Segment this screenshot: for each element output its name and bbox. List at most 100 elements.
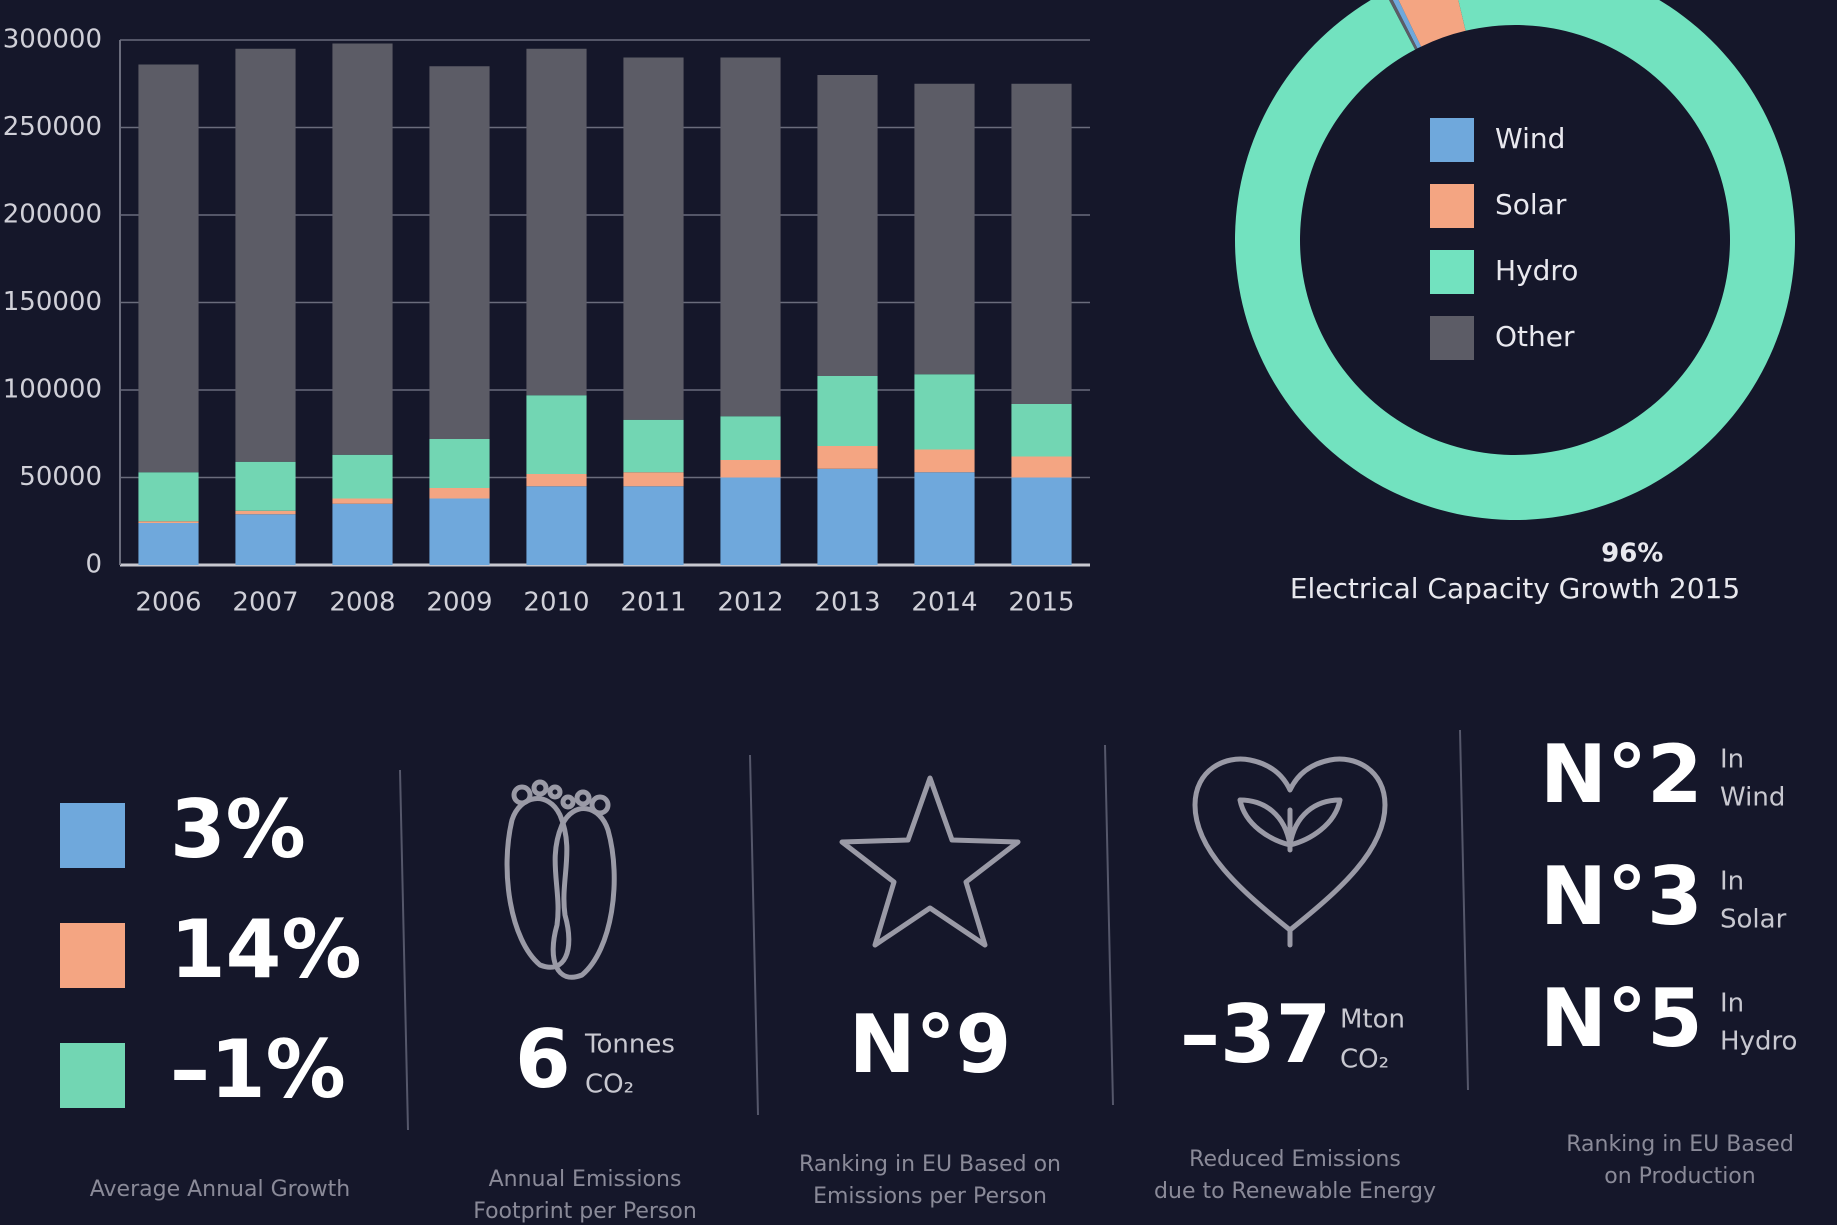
legend-label: Hydro	[1495, 254, 1578, 287]
x-tick-label: 2007	[232, 588, 298, 618]
donut-slice	[1398, 0, 1466, 47]
bar-segment	[623, 472, 684, 487]
x-tick-label: 2009	[426, 588, 492, 618]
bar-segment	[914, 83, 975, 375]
footprint-icon	[504, 779, 617, 980]
bar-segment	[720, 460, 781, 478]
growth-value: –1%	[170, 1023, 346, 1116]
value-label: 96%	[1601, 538, 1663, 568]
x-tick-label: 2012	[717, 588, 783, 618]
legend-swatch	[1430, 250, 1474, 294]
caption: Annual Emissions	[489, 1167, 682, 1192]
y-tick-label: 250000	[3, 112, 102, 142]
bar-segment	[914, 472, 975, 565]
ranking-label: In	[1720, 989, 1744, 1019]
reduced-unit: Mton	[1340, 1005, 1405, 1035]
caption: Average Annual Growth	[90, 1177, 350, 1202]
caption: Ranking in EU Based	[1566, 1132, 1794, 1157]
caption: Emissions per Person	[813, 1184, 1047, 1209]
ranking-value: N°2	[1540, 728, 1703, 821]
growth-value: 14%	[170, 903, 361, 996]
ranking-label: In	[1720, 745, 1744, 775]
legend-label: Other	[1495, 320, 1575, 353]
legend-swatch	[1430, 184, 1474, 228]
ranking-label: Hydro	[1720, 1027, 1797, 1057]
reduced-sub: CO₂	[1340, 1045, 1389, 1075]
bar-segment	[1011, 456, 1072, 478]
legend-label: Solar	[1495, 188, 1567, 221]
caption: Ranking in EU Based on	[799, 1152, 1061, 1177]
bar-segment	[817, 446, 878, 469]
caption: Footprint per Person	[473, 1199, 697, 1224]
y-tick-label: 150000	[3, 287, 102, 317]
bar-segment	[138, 523, 199, 565]
bar-segment	[914, 449, 975, 473]
legend-label: Wind	[1495, 122, 1565, 155]
ranking-label: Wind	[1720, 783, 1785, 813]
bar-segment	[1011, 404, 1072, 457]
x-tick-label: 2013	[814, 588, 880, 618]
bar-segment	[720, 477, 781, 565]
bar-segment	[623, 57, 684, 420]
bar-segment	[332, 454, 393, 499]
bar-segment	[235, 514, 296, 565]
x-tick-label: 2011	[620, 588, 686, 618]
donut-slice	[1392, 0, 1422, 49]
reduced-value: –37	[1180, 988, 1331, 1081]
y-tick-label: 100000	[3, 375, 102, 405]
bar-segment	[332, 503, 393, 565]
bar-segment	[235, 461, 296, 511]
legend-swatch	[1430, 118, 1474, 162]
bar-segment	[138, 472, 199, 522]
footprint-sub: CO₂	[585, 1070, 634, 1100]
star-icon	[839, 775, 1021, 948]
x-tick-label: 2010	[523, 588, 589, 618]
bar-segment	[526, 486, 587, 565]
divider	[749, 754, 759, 1116]
growth-swatch	[60, 923, 125, 988]
ranking-label: Solar	[1720, 905, 1787, 935]
growth-swatch	[60, 1043, 125, 1108]
chart-title: Electrical Capacity Growth 2015	[1290, 572, 1740, 605]
divider	[399, 769, 409, 1131]
bar-segment	[1011, 83, 1072, 404]
y-tick-label: 300000	[3, 25, 102, 55]
bar-segment	[429, 66, 490, 439]
growth-swatch	[60, 803, 125, 868]
divider	[1459, 729, 1469, 1091]
bar-segment	[235, 48, 296, 462]
bar-segment	[429, 488, 490, 499]
x-tick-label: 2015	[1008, 588, 1074, 618]
caption: Reduced Emissions	[1189, 1147, 1401, 1172]
legend-swatch	[1430, 316, 1474, 360]
bar-segment	[1011, 477, 1072, 565]
ranking-value: N°3	[1540, 850, 1703, 943]
bar-segment	[138, 521, 199, 523]
bar-segment	[623, 419, 684, 473]
ranking-value: N°5	[1540, 972, 1703, 1065]
caption: on Production	[1604, 1164, 1755, 1189]
x-tick-label: 2006	[135, 588, 201, 618]
bar-segment	[526, 48, 587, 396]
bar-segment	[332, 43, 393, 455]
bar-segment	[720, 416, 781, 460]
bar-segment	[526, 474, 587, 487]
bar-segment	[332, 498, 393, 504]
footprint-unit: Tonnes	[584, 1030, 675, 1060]
bar-segment	[526, 395, 587, 474]
bar-segment	[235, 510, 296, 515]
ranking-value: N°9	[849, 998, 1012, 1091]
bar-segment	[817, 75, 878, 376]
y-tick-label: 200000	[3, 200, 102, 230]
divider	[1104, 744, 1114, 1106]
donut-slice	[1389, 0, 1418, 50]
y-tick-label: 0	[85, 550, 102, 580]
bar-segment	[720, 57, 781, 417]
y-tick-label: 50000	[19, 462, 102, 492]
bar-segment	[429, 439, 490, 488]
bar-segment	[817, 376, 878, 446]
bar-segment	[138, 64, 199, 473]
footprint-value: 6	[515, 1013, 571, 1106]
bar-segment	[914, 374, 975, 450]
